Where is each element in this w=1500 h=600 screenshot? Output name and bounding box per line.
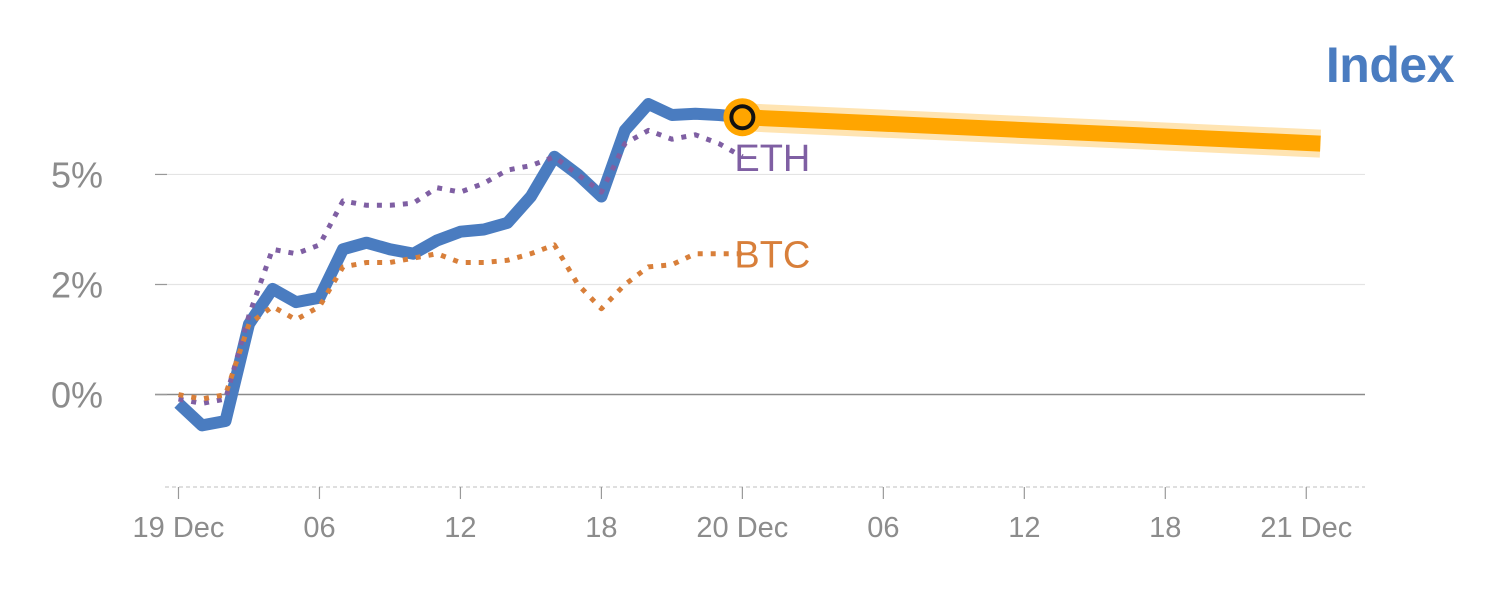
x-tick-label: 06 — [867, 512, 899, 544]
btc-label: BTC — [734, 235, 810, 277]
btc-line — [178, 242, 743, 402]
x-tick-label: 18 — [585, 512, 617, 544]
x-tick-label: 12 — [444, 512, 476, 544]
y-tick-label: 0% — [51, 375, 103, 416]
index-line — [174, 98, 743, 432]
x-tick-label: 18 — [1149, 512, 1181, 544]
x-tick-label: 12 — [1008, 512, 1040, 544]
chart-title: Index — [1325, 37, 1455, 93]
eth-label: ETH — [734, 138, 810, 180]
x-tick-label: 19 Dec — [133, 512, 225, 544]
eth-line — [178, 127, 744, 406]
x-tick-label: 20 Dec — [696, 512, 788, 544]
y-tick-label: 2% — [51, 265, 103, 306]
current-marker — [729, 104, 756, 131]
forecast-band — [742, 109, 1321, 152]
x-tick-label: 06 — [303, 512, 335, 544]
y-tick-label: 5% — [51, 154, 103, 195]
x-tick-label: 21 Dec — [1260, 512, 1352, 544]
